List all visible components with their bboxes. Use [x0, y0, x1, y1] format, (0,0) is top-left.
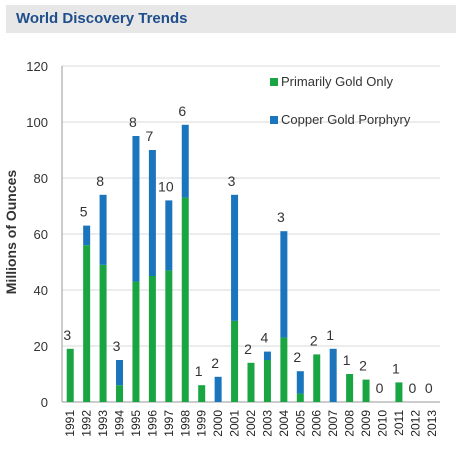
bar-gold-only — [296, 393, 304, 402]
bar-count-label: 0 — [425, 380, 433, 396]
y-tick-label: 40 — [34, 283, 48, 298]
bar-gold-only — [280, 337, 288, 402]
x-tick-label: 2003 — [260, 410, 274, 437]
bar-count-label: 10 — [158, 178, 174, 194]
legend-label-gold-only: Primarily Gold Only — [281, 74, 393, 89]
chart-title: World Discovery Trends — [16, 10, 188, 27]
y-tick-label: 0 — [41, 395, 48, 410]
x-tick-label: 2010 — [375, 410, 389, 437]
bar-gold-only — [132, 281, 140, 402]
x-tick-label: 2008 — [343, 410, 357, 437]
bar-copper-gold — [296, 371, 304, 394]
bar-count-label: 1 — [343, 352, 351, 368]
bar-count-label: 3 — [63, 327, 71, 343]
bar-copper-gold — [280, 231, 288, 338]
bar-gold-only — [148, 276, 156, 402]
title-bar: World Discovery Trends — [6, 5, 456, 33]
x-tick-label: 2009 — [359, 410, 373, 437]
y-tick-label: 60 — [34, 227, 48, 242]
bar-gold-only — [165, 270, 173, 402]
x-tick-label: 1995 — [129, 410, 143, 437]
bar-count-label: 5 — [80, 204, 88, 220]
x-tick-label: 1991 — [63, 410, 77, 437]
bar-count-label: 8 — [129, 114, 137, 130]
bar-count-label: 3 — [228, 173, 236, 189]
bar-gold-only — [362, 379, 370, 402]
bar-copper-gold — [214, 376, 222, 402]
bar-count-label: 3 — [113, 338, 121, 354]
y-tick-label: 80 — [34, 171, 48, 186]
bar-count-label: 1 — [392, 360, 400, 376]
x-tick-label: 2001 — [228, 410, 242, 437]
bar-count-label: 2 — [310, 332, 318, 348]
x-tick-label: 2005 — [293, 410, 307, 437]
y-tick-label: 100 — [26, 115, 48, 130]
legend-swatch-gold-only — [270, 78, 278, 86]
y-axis: 0 20 40 60 80 100 120 — [26, 59, 63, 410]
x-tick-label: 2011 — [392, 410, 406, 436]
x-tick-label: 1992 — [80, 410, 94, 437]
bar-count-label: 0 — [376, 380, 384, 396]
bar-count-label: 3 — [277, 209, 285, 225]
bar-copper-gold — [99, 194, 107, 265]
bar-gold-only — [99, 264, 107, 402]
bar-copper-gold — [116, 360, 124, 386]
y-axis-label: Millions of Ounces — [3, 170, 19, 295]
bar-copper-gold — [263, 351, 271, 360]
bar-copper-gold — [132, 136, 140, 282]
x-axis: 1991 1992 1993 1994 1995 1996 1997 1998 1999 2000… — [63, 410, 439, 437]
x-tick-label: 2012 — [408, 410, 422, 437]
bar-gold-only — [116, 385, 124, 402]
bar-count-label: 2 — [359, 358, 367, 374]
x-tick-label: 2002 — [244, 410, 258, 437]
x-tick-label: 1996 — [145, 410, 159, 437]
x-tick-label: 2000 — [211, 410, 225, 437]
bar-gold-only — [395, 382, 403, 402]
bar-gold-only — [231, 320, 239, 402]
bar-count-label: 2 — [293, 349, 301, 365]
bar-copper-gold — [165, 200, 173, 271]
bar-count-label: 1 — [195, 363, 203, 379]
bar-gold-only — [247, 362, 255, 402]
y-tick-label: 20 — [34, 339, 48, 354]
x-tick-label: 2006 — [310, 410, 324, 437]
bar-gold-only — [66, 348, 74, 402]
bar-count-label: 2 — [244, 341, 252, 357]
bar-gold-only — [181, 197, 189, 402]
bar-count-label: 6 — [178, 103, 186, 119]
bar-gold-only — [346, 374, 354, 402]
bar-copper-gold — [181, 124, 189, 198]
bar-copper-gold — [329, 348, 337, 402]
legend: Primarily Gold Only Copper Gold Porphyry — [270, 74, 411, 127]
x-tick-label: 2007 — [326, 410, 340, 437]
x-tick-label: 1994 — [113, 410, 127, 437]
bar-count-label: 2 — [211, 355, 219, 371]
x-tick-label: 1998 — [178, 410, 192, 437]
x-tick-label: 2004 — [277, 410, 291, 437]
bar-gold-only — [83, 245, 91, 402]
bar-gold-only — [313, 354, 321, 402]
bar-count-label: 8 — [96, 173, 104, 189]
bar-count-label: 1 — [326, 327, 334, 343]
legend-label-copper-gold: Copper Gold Porphyry — [281, 112, 411, 127]
bar-copper-gold — [83, 225, 91, 246]
legend-swatch-copper-gold — [270, 116, 278, 124]
x-tick-label: 1999 — [195, 410, 209, 437]
y-tick-label: 120 — [26, 59, 48, 74]
bar-gold-only — [263, 360, 271, 402]
bar-count-label: 7 — [145, 128, 153, 144]
bar-count-label: 4 — [261, 330, 269, 346]
x-tick-label: 2013 — [425, 410, 439, 437]
bar-copper-gold — [231, 194, 239, 321]
bar-count-label: 0 — [408, 380, 416, 396]
bar-copper-gold — [148, 150, 156, 276]
x-tick-label: 1997 — [162, 410, 176, 437]
bar-gold-only — [198, 385, 206, 402]
bars — [66, 124, 403, 402]
x-tick-label: 1993 — [96, 410, 110, 437]
